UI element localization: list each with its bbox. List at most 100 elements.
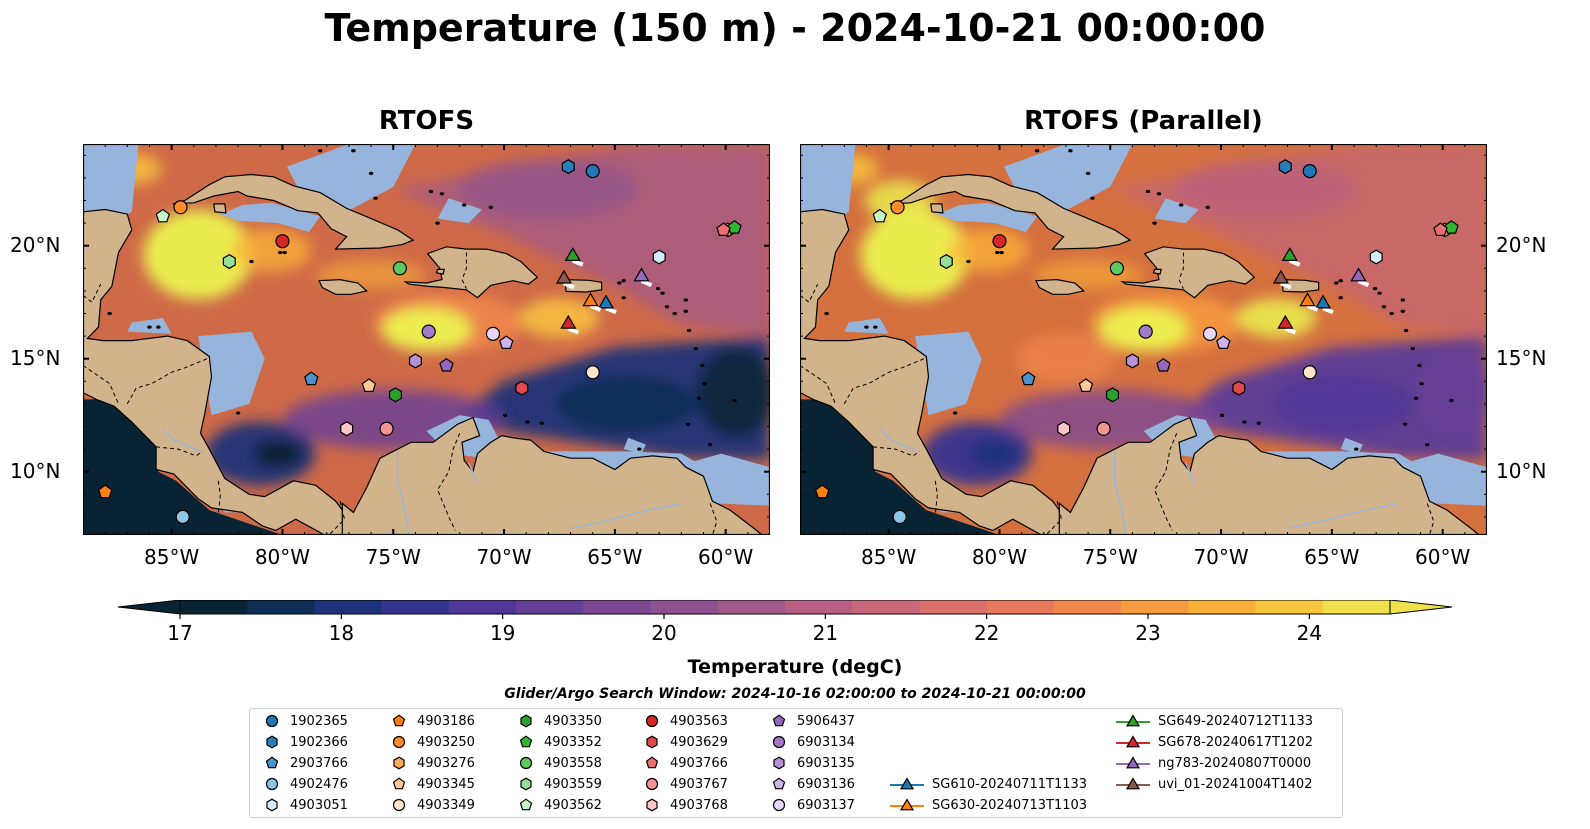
marker-4903350 xyxy=(1106,387,1119,403)
legend-label: SG630-20240713T1103 xyxy=(932,797,1088,813)
triangle-marker-icon xyxy=(1116,714,1150,727)
marker-SG649-20240712T1133 xyxy=(1281,247,1298,262)
pacific-ocean xyxy=(83,399,283,535)
marker-6903135 xyxy=(408,353,422,369)
lon-tick-label: 85°W xyxy=(861,545,917,569)
lon-tick-label: 80°W xyxy=(971,545,1028,569)
circle-marker-icon xyxy=(519,756,533,770)
colorbar-segment xyxy=(381,600,450,614)
hexagon-marker-icon xyxy=(266,798,278,812)
pentagon-marker-icon xyxy=(392,714,406,727)
legend-label: 1902365 xyxy=(290,713,348,729)
legend-item: 4903349 xyxy=(389,795,475,815)
legend-label: 2903766 xyxy=(290,755,348,771)
legend-item: 4903629 xyxy=(642,732,728,752)
legend-item: 4903276 xyxy=(389,753,475,773)
legend-marker xyxy=(520,777,532,791)
legend-label: 5906437 xyxy=(797,713,855,729)
marker-SG610-20240711T1133 xyxy=(1314,294,1332,309)
colorbar-segment xyxy=(1053,600,1122,614)
legend-item: SG678-20240617T1202 xyxy=(1116,732,1313,752)
legend-label: 6903135 xyxy=(797,755,855,771)
legend-marker xyxy=(392,798,406,812)
pentagon-marker-icon xyxy=(519,798,533,811)
circle-marker-icon xyxy=(392,798,406,812)
observation-markers xyxy=(814,159,1459,525)
small-islands xyxy=(824,149,1454,451)
marker-4903768 xyxy=(1057,421,1071,437)
colorbar-tick-label: 20 xyxy=(651,621,676,645)
legend-item: 4903766 xyxy=(642,753,728,773)
legend-item: 4903768 xyxy=(642,795,728,815)
pacific-ocean xyxy=(800,399,1000,535)
legend-marker xyxy=(645,777,659,791)
colorbar-tick-label: 24 xyxy=(1297,621,1322,645)
marker-4903629 xyxy=(515,380,529,396)
marker-4903559 xyxy=(222,254,236,270)
map-panel-rtofs-parallel xyxy=(800,144,1487,535)
search-window-text: Glider/Argo Search Window: 2024-10-16 02… xyxy=(504,686,1086,702)
lon-tick-label: 65°W xyxy=(587,545,643,569)
legend-marker xyxy=(1125,756,1141,769)
marker-4903558 xyxy=(392,261,408,276)
legend-item: SG610-20240711T1133 xyxy=(890,774,1087,794)
marker-uvi_01-20241004T1402 xyxy=(555,269,572,284)
legend-marker xyxy=(392,777,406,790)
marker-4903563 xyxy=(992,234,1007,249)
marker-4903767 xyxy=(379,421,394,436)
legend-item: 6903134 xyxy=(769,732,855,752)
marker-ng783-20240807T0000 xyxy=(1350,267,1367,282)
marker-4903558 xyxy=(1109,261,1125,276)
marker-4903345 xyxy=(361,378,377,392)
lon-tick-label: 85°W xyxy=(144,545,200,569)
hexagon-marker-icon xyxy=(266,735,278,749)
legend-label: 4903768 xyxy=(670,797,728,813)
legend-label: 4902476 xyxy=(290,776,348,792)
colorbar-tick-label: 17 xyxy=(167,621,192,645)
legend-marker xyxy=(392,735,406,749)
legend-marker xyxy=(1125,714,1141,727)
observation-markers xyxy=(97,159,742,525)
legend-marker xyxy=(772,714,786,727)
marker-6903134 xyxy=(421,324,436,339)
figure-title: Temperature (150 m) - 2024-10-21 00:00:0… xyxy=(324,6,1266,50)
colorbar-extend-low xyxy=(117,600,181,615)
pentagon-marker-icon xyxy=(265,756,279,769)
legend-label: 4903345 xyxy=(417,776,475,792)
marker-4903349 xyxy=(585,365,600,380)
marker-4903051 xyxy=(652,249,666,265)
legend-marker xyxy=(899,798,915,811)
legend-item: 6903137 xyxy=(769,795,855,815)
legend-label: SG610-20240711T1133 xyxy=(932,776,1088,792)
marker-4902476 xyxy=(175,509,190,525)
marker-4903559 xyxy=(939,254,953,270)
marker-4903767 xyxy=(1096,421,1111,436)
colorbar-segment xyxy=(583,600,652,614)
colorbar-tick-label: 19 xyxy=(490,621,515,645)
legend-marker xyxy=(266,735,278,749)
marker-1902366 xyxy=(1278,159,1292,175)
lon-tick-label: 70°W xyxy=(1193,545,1249,569)
legend-item: 4903051 xyxy=(262,795,348,815)
marker-SG630-20240713T1103 xyxy=(1299,292,1316,307)
circle-marker-icon xyxy=(645,714,659,728)
circle-marker-icon xyxy=(265,714,279,728)
legend-item: 1902365 xyxy=(262,711,348,731)
lon-tick-label: 65°W xyxy=(1304,545,1360,569)
lon-tick-label: 60°W xyxy=(1415,545,1471,569)
colorbar-segment xyxy=(180,600,248,614)
legend-item: 4903352 xyxy=(516,732,602,752)
temperature-colorbar: 17 18 19 20 21 22 23 24 xyxy=(117,600,1453,645)
marker-6903135 xyxy=(1125,353,1139,369)
legend-marker xyxy=(772,777,786,790)
triangle-marker-icon xyxy=(1116,735,1150,748)
legend-marker xyxy=(1125,777,1141,790)
hexagon-marker-icon xyxy=(773,756,785,770)
lat-tick-label: 20°N xyxy=(1496,232,1547,257)
marker-4903186 xyxy=(97,484,113,499)
circle-marker-icon xyxy=(645,777,659,791)
marker-4903766 xyxy=(1433,222,1448,237)
marker-1902365 xyxy=(585,164,600,179)
legend-label: 4903352 xyxy=(544,734,602,750)
colorbar-label: Temperature (degC) xyxy=(687,656,903,678)
